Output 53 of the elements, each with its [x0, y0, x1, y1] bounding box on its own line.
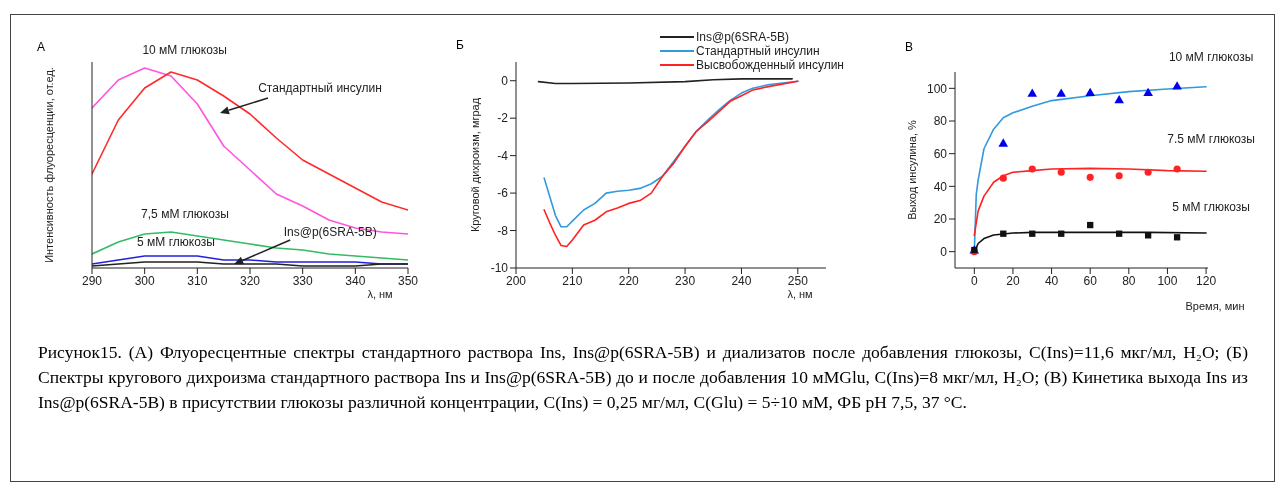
text: Рисунок15. (А) Флуоресцентные спектры стандартного раствора Ins, Ins@p(6SRA-5B) и диализатов после добавления глюкозы, C(Ins)=11,6 мкг/мл, H₂O; (Б) Спектры кругового дихроизма стандартного раствора Ins и Ins@p(6SRA-5B) до и после добавления 10 мМGlu, C(Ins)=8 мкг/мл, H₂O; (В) Кинетика выхода Ins из Ins@p(6SRA-5B) в присутствии глюкозы различной концентрации, C(Ins) = 0,25 мг/мл, C(Glu) = 5÷10 мМ, ФБ рН 7,5, 37 °С. [38, 341, 1248, 414]
series-label: 10 мМ глюкозы [1168, 49, 1254, 64]
x-tick-label: 40 [1044, 273, 1059, 288]
x-tick-label: 250 [787, 273, 809, 288]
annotation: Стандартный инсулин [257, 81, 383, 95]
legend-label: Высвобожденный инсулин [696, 58, 844, 72]
x-axis-title: λ, нм [366, 288, 394, 300]
annotation: 5 мМ глюкозы [137, 235, 215, 249]
x-tick-label: 60 [1083, 273, 1098, 288]
x-tick-label: 240 [731, 273, 752, 288]
y-axis-title: Круговой дихроизм, мград [468, 97, 481, 233]
x-tick-label: 290 [81, 273, 103, 288]
y-tick-label: 0 [501, 73, 509, 88]
y-tick-label: -2 [497, 111, 509, 126]
chart-title: В [905, 40, 914, 54]
x-tick-label: 80 [1122, 273, 1136, 288]
x-tick-label: 230 [675, 273, 696, 288]
annotation: 7,5 мМ глюкозы [141, 207, 229, 221]
x-tick-label: 210 [562, 273, 583, 288]
chart-title: Б [456, 38, 464, 52]
x-tick-label: 120 [1196, 273, 1217, 288]
y-tick-label: -6 [497, 186, 509, 201]
annotation: Ins@p(6SRA-5B) [283, 225, 377, 239]
x-tick-label: 0 [970, 273, 978, 288]
x-tick-label: 340 [345, 273, 366, 288]
legend-label: Ins@p(6SRA-5B) [696, 30, 789, 44]
x-tick-label: 220 [618, 273, 640, 288]
y-tick-label: -8 [497, 223, 509, 238]
x-tick-label: 100 [1157, 273, 1178, 288]
y-tick-label: 0 [940, 244, 948, 259]
chart-title: А [37, 40, 46, 54]
annotation: 10 мМ глюкозы [142, 43, 227, 57]
y-tick-label: 60 [933, 146, 948, 161]
y-tick-label: -4 [497, 148, 509, 163]
y-tick-label: 100 [926, 81, 948, 96]
x-tick-label: 350 [397, 273, 419, 288]
x-tick-label: 310 [187, 273, 208, 288]
x-tick-label: 330 [292, 273, 313, 288]
x-axis-title: λ, нм [786, 288, 814, 300]
y-axis-title: Выход инсулина, % [905, 119, 918, 220]
series-label: 5 мМ глюкозы [1172, 200, 1250, 215]
x-tick-label: 300 [134, 273, 155, 288]
y-axis-title: Интенсивность флуоресценции, от.ед. [42, 67, 55, 263]
y-tick-label: 20 [933, 212, 948, 227]
x-tick-label: 320 [239, 273, 261, 288]
y-tick-label: -10 [490, 261, 509, 276]
y-tick-label: 80 [933, 114, 948, 129]
series-label: 7.5 мМ глюкозы [1167, 132, 1255, 147]
x-axis-title: Время, мин [1184, 300, 1246, 312]
x-tick-label: 200 [505, 273, 527, 288]
x-tick-label: 20 [1006, 273, 1020, 288]
y-tick-label: 40 [933, 179, 948, 194]
legend-label: Стандартный инсулин [696, 44, 820, 58]
